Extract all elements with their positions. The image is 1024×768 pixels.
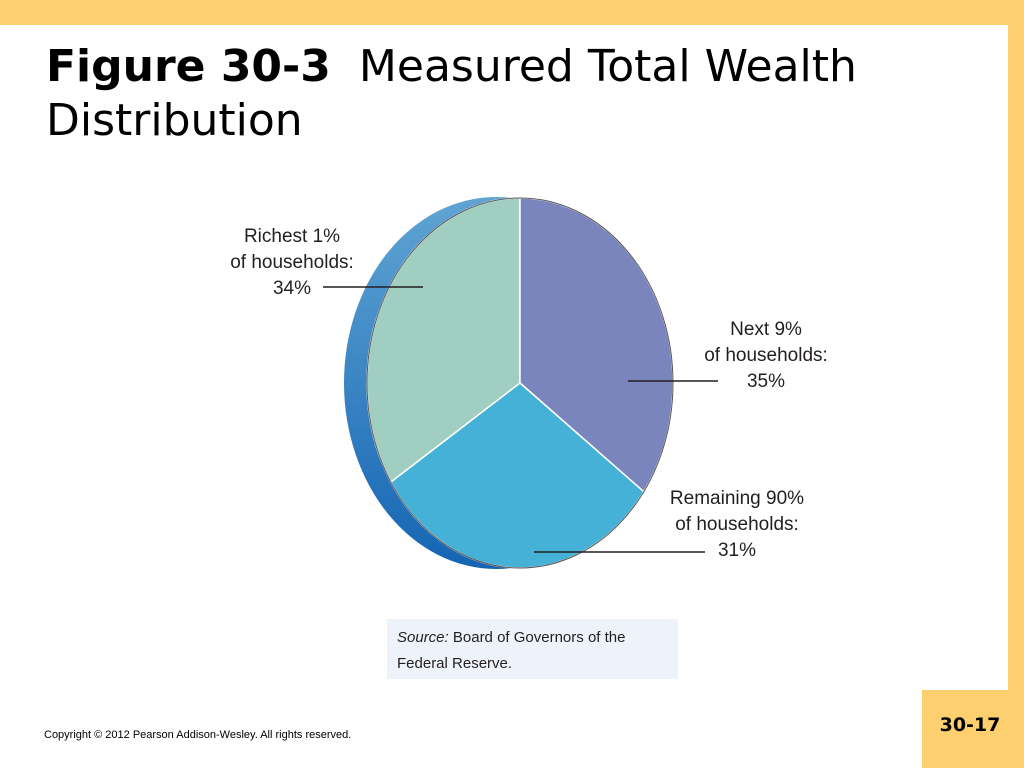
slice-label-line: Remaining 90% [670,488,804,509]
slice-label-richest: Richest 1% of households: 34% [230,226,354,299]
slice-label-line: 31% [718,540,756,561]
slide-title: Figure 30-3 Measured Total Wealth Distri… [46,40,946,148]
top-accent-bar [0,0,1024,25]
source-text: Board of Governors of the Federal Reserv… [397,629,626,672]
slice-label-remaining: Remaining 90% of households: 31% [670,488,804,561]
source-note: Source: Board of Governors of the Federa… [397,625,675,677]
slice-label-line: of households: [230,252,354,273]
slice-label-line: of households: [675,514,799,535]
figure-title: Measured Total Wealth Distribution [46,41,857,146]
slice-label-line: of households: [704,345,828,366]
figure-number: Figure 30-3 [46,41,331,92]
page-number-box [922,690,1024,768]
slice-label-line: 35% [747,371,785,392]
copyright-notice: Copyright © 2012 Pearson Addison-Wesley.… [44,729,352,741]
source-label: Source: [397,629,449,646]
pie-outline [366,197,674,569]
slice-label-line: Next 9% [730,319,802,340]
slice-label-next: Next 9% of households: 35% [704,319,828,392]
slice-label-line: 34% [273,278,311,299]
wealth-pie-chart: Richest 1% of households: 34% Next 9% of hou… [230,197,828,569]
right-accent-bar [1008,0,1024,768]
slice-label-line: Richest 1% [244,226,340,247]
page-number: 30-17 [939,714,1001,736]
source-box [387,619,678,679]
